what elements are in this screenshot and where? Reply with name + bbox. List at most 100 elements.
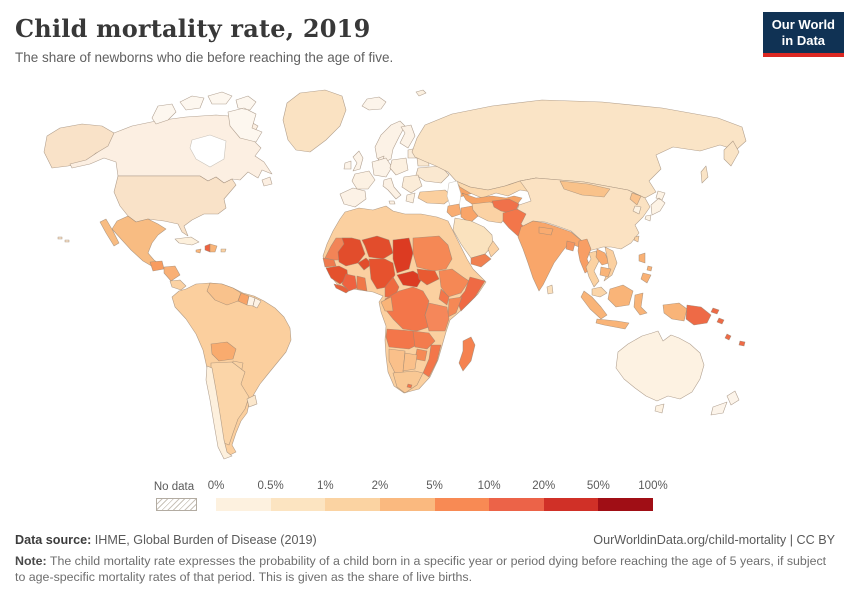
country-north-korea[interactable] bbox=[629, 192, 642, 206]
country-chile[interactable] bbox=[205, 365, 233, 460]
country-cambodia[interactable] bbox=[599, 266, 612, 278]
country-central-african-republic[interactable] bbox=[396, 270, 424, 288]
country-lesotho[interactable] bbox=[406, 383, 413, 389]
country-kenya[interactable] bbox=[447, 296, 463, 318]
country-turkey[interactable] bbox=[417, 189, 454, 205]
pacific-islands[interactable] bbox=[716, 317, 746, 347]
legend-bucket-7[interactable] bbox=[598, 498, 653, 511]
country-niger[interactable] bbox=[361, 235, 394, 260]
country-hawaii[interactable] bbox=[57, 236, 70, 243]
country-cuba[interactable] bbox=[174, 236, 200, 246]
tasmania-island[interactable] bbox=[654, 403, 665, 414]
data-source-label: Data source: bbox=[15, 533, 92, 547]
country-ireland[interactable] bbox=[343, 160, 352, 170]
country-french-guiana[interactable] bbox=[252, 297, 262, 309]
country-new-zealand[interactable] bbox=[710, 390, 740, 416]
country-bangladesh[interactable] bbox=[565, 240, 576, 252]
country-south-sudan[interactable] bbox=[416, 268, 440, 286]
legend-tick-5%: 5% bbox=[426, 480, 443, 492]
country-mongolia[interactable] bbox=[559, 180, 611, 198]
country-bolivia[interactable] bbox=[210, 341, 237, 362]
country-alaska[interactable] bbox=[43, 123, 115, 169]
country-sri-lanka[interactable] bbox=[546, 284, 554, 295]
country-japan[interactable] bbox=[644, 190, 666, 222]
country-chad[interactable] bbox=[392, 237, 414, 274]
legend-bucket-0[interactable] bbox=[216, 498, 271, 511]
country-madagascar[interactable] bbox=[458, 336, 476, 372]
country-greenland[interactable] bbox=[282, 89, 347, 153]
country-finland[interactable] bbox=[399, 124, 416, 149]
country-botswana[interactable] bbox=[402, 352, 418, 372]
country-uruguay[interactable] bbox=[246, 394, 258, 408]
country-guatemala[interactable] bbox=[149, 260, 165, 272]
legend-bucket-1[interactable] bbox=[270, 498, 326, 511]
country-australia[interactable] bbox=[615, 330, 705, 402]
country-yemen[interactable] bbox=[470, 253, 492, 268]
region-balkans[interactable] bbox=[401, 174, 423, 194]
country-ghana[interactable] bbox=[356, 275, 368, 292]
data-source-line: Data source: IHME, Global Burden of Dise… bbox=[15, 533, 317, 547]
country-indonesia[interactable] bbox=[580, 284, 688, 330]
country-haiti[interactable] bbox=[204, 243, 211, 253]
country-greece[interactable] bbox=[405, 192, 416, 204]
country-papua-new-guinea[interactable] bbox=[685, 304, 720, 326]
country-philippines[interactable] bbox=[638, 252, 653, 284]
country-newfoundland[interactable] bbox=[261, 176, 273, 187]
country-dominican-republic[interactable] bbox=[209, 243, 218, 253]
legend-bucket-6[interactable] bbox=[543, 498, 599, 511]
country-oman[interactable] bbox=[487, 240, 500, 258]
kamchatka-peninsula[interactable] bbox=[723, 140, 740, 167]
country-italy[interactable] bbox=[382, 177, 402, 205]
country-uganda[interactable] bbox=[438, 288, 450, 306]
legend-tick-50%: 50% bbox=[586, 480, 610, 492]
legend-bucket-3[interactable] bbox=[379, 498, 435, 511]
country-sudan[interactable] bbox=[412, 235, 453, 272]
region-central-europe[interactable] bbox=[371, 157, 393, 178]
country-senegal[interactable] bbox=[322, 257, 337, 268]
legend-bucket-5[interactable] bbox=[489, 498, 544, 511]
baja-california[interactable] bbox=[99, 218, 120, 247]
region-levant[interactable] bbox=[446, 203, 462, 218]
country-vietnam[interactable] bbox=[603, 246, 618, 282]
country-uk[interactable] bbox=[352, 150, 364, 172]
country-ethiopia[interactable] bbox=[438, 268, 470, 298]
country-france[interactable] bbox=[351, 170, 376, 190]
country-malaysia[interactable] bbox=[591, 286, 608, 298]
country-tanzania[interactable] bbox=[424, 302, 450, 332]
country-south-korea[interactable] bbox=[632, 205, 642, 215]
country-angola[interactable] bbox=[385, 328, 418, 350]
country-india[interactable] bbox=[517, 220, 583, 292]
country-poland[interactable] bbox=[389, 157, 409, 176]
country-puerto-rico[interactable] bbox=[220, 248, 227, 253]
country-spain-portugal[interactable] bbox=[339, 187, 367, 208]
country-nepal[interactable] bbox=[538, 226, 554, 236]
legend-bucket-4[interactable] bbox=[434, 498, 490, 511]
country-gabon-congo[interactable] bbox=[380, 296, 394, 312]
sakhalin-island[interactable] bbox=[700, 165, 709, 184]
owid-link[interactable]: OurWorldinData.org/child-mortality | CC … bbox=[593, 533, 835, 547]
owid-logo-line1: Our World bbox=[771, 17, 835, 32]
country-honduras-nicaragua[interactable] bbox=[163, 265, 181, 282]
country-south-africa[interactable] bbox=[392, 370, 424, 394]
legend-bar[interactable] bbox=[216, 498, 653, 511]
country-mali[interactable] bbox=[337, 237, 366, 267]
country-mozambique[interactable] bbox=[422, 344, 442, 378]
country-laos[interactable] bbox=[595, 248, 610, 266]
country-mexico[interactable] bbox=[111, 215, 167, 269]
canada-arctic-islands[interactable] bbox=[151, 91, 263, 143]
country-jamaica[interactable] bbox=[195, 248, 202, 254]
country-sierra-leone-liberia[interactable] bbox=[333, 283, 351, 294]
owid-logo[interactable]: Our World in Data bbox=[762, 12, 844, 57]
chart-subtitle: The share of newborns who die before rea… bbox=[15, 50, 394, 65]
country-somalia[interactable] bbox=[456, 276, 486, 312]
country-costa-rica-panama[interactable] bbox=[169, 279, 187, 291]
legend-no-data-swatch[interactable] bbox=[156, 498, 197, 511]
country-iceland[interactable] bbox=[361, 96, 387, 111]
country-taiwan[interactable] bbox=[633, 235, 640, 243]
legend-bucket-2[interactable] bbox=[325, 498, 380, 511]
country-ivory-coast[interactable] bbox=[341, 273, 358, 292]
svalbard-islands[interactable] bbox=[415, 89, 427, 97]
legend-tick-100%: 100% bbox=[638, 480, 668, 492]
